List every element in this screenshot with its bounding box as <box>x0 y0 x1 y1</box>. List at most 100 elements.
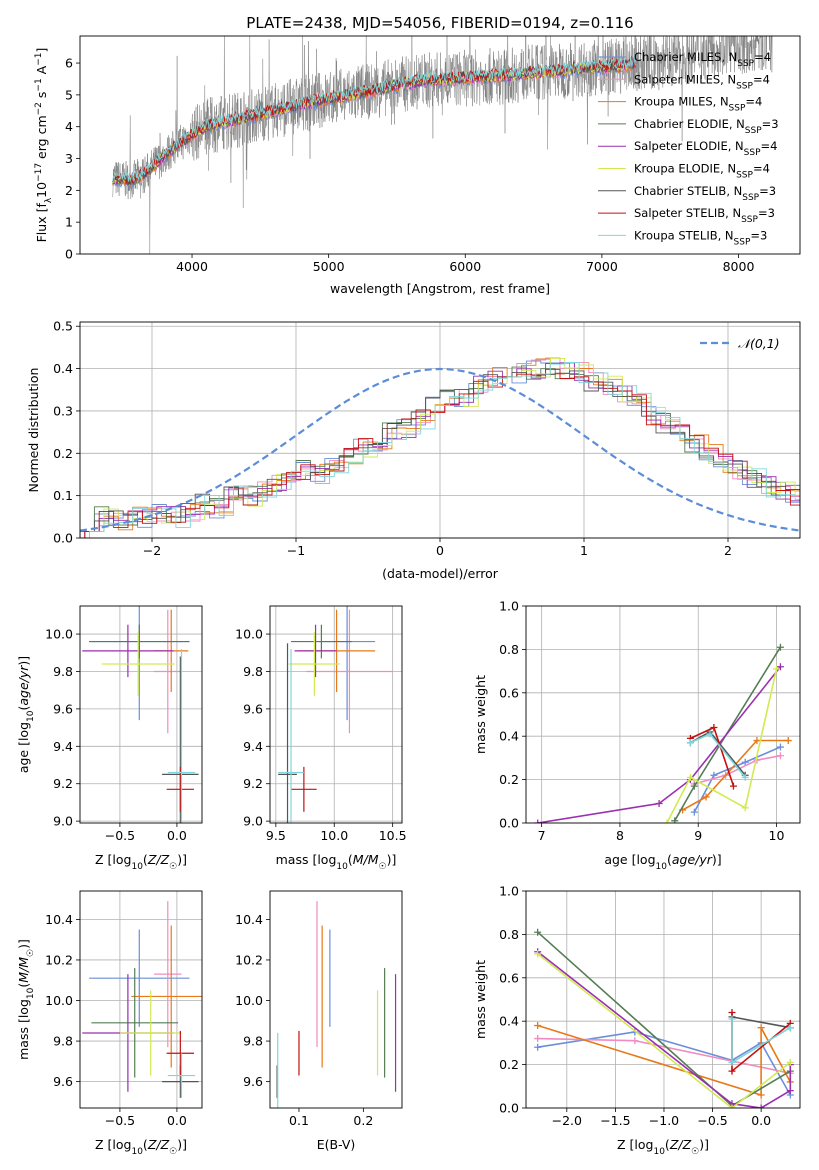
age_vs_Z-ylabel-part: age [log <box>16 722 31 773</box>
spectrum-xtick-label: 5000 <box>313 259 345 274</box>
mass_weight_vs_age-marker-chabrier_elodie <box>776 643 784 651</box>
mass_vs_Z-ylabel-part: )] <box>16 939 31 949</box>
mass_weight_vs_age-ytick-label: 0.4 <box>499 729 519 744</box>
age_vs_Z-frame <box>79 605 203 824</box>
legend-label-salpeter_miles-part: Salpeter MILES, N <box>634 72 736 86</box>
mass_weight_vs_age-marker-kroupa_miles <box>753 737 761 745</box>
residuals-ytick-label: 0.0 <box>53 531 73 546</box>
mass_weight_vs_Z-axes: −2.0 −1.5 −1.0 −0.5 0.0 0.0 0.2 0.4 0.6 0.8 1.0 Z [… <box>473 884 801 1157</box>
legend-label-salpeter_stelib: Salpeter STELIB, NSSP=3 <box>634 206 775 225</box>
spectrum-xtick-label: 6000 <box>449 259 481 274</box>
mass_weight_vs_Z-xtick-label: −1.0 <box>649 1113 679 1128</box>
mass_vs_Z-xlabel: Z [log10(Z/Z☉)] <box>95 1137 187 1157</box>
age_vs_Z-ytick-label: 9.2 <box>53 776 73 791</box>
age_vs_Z-ylabel-part: age/yr <box>16 665 31 706</box>
age_vs_mass-ytick-label: 10.0 <box>235 627 263 642</box>
mass_weight_vs_Z-marker-chabrier_elodie <box>534 928 542 936</box>
legend-label-salpeter_miles: Salpeter MILES, NSSP=4 <box>634 72 770 91</box>
mass_weight_vs_Z-line-kroupa_elodie <box>537 953 791 1108</box>
mass_vs_Z-frame <box>79 890 203 1109</box>
age_vs_mass-xlabel-part: M/M <box>353 852 379 867</box>
mass_weight_vs_age-marker-chabrier_elodie <box>690 782 698 790</box>
mass_weight_vs_Z-ytick-label: 0.2 <box>499 1057 519 1072</box>
spectrum-ylabel-part: ] <box>34 48 49 53</box>
spectrum-ytick-label: 1 <box>65 215 73 230</box>
mass_vs_Z-ytick-label: 9.6 <box>53 1074 73 1089</box>
mass_weight_vs_age-line-chabrier_miles <box>693 746 781 813</box>
residuals-frame <box>79 321 801 539</box>
mass_weight_vs_age-marker-kroupa_elodie <box>663 819 671 823</box>
age_vs_mass-ytick-label: 9.8 <box>243 664 263 679</box>
mass_vs_Z-xlabel-part: 10 <box>131 1147 143 1157</box>
spectrum-axes: 4000 5000 6000 7000 8000 0 1 2 3 4 5 6 Chabrier MILE… <box>34 35 801 296</box>
age_vs_mass-axes: 9.5 10.0 10.5 9.0 9.2 9.4 9.6 9.8 10.0 mass [log1… <box>235 605 407 872</box>
legend-label-salpeter_elodie-part: Salpeter ELODIE, N <box>634 139 744 153</box>
mass_weight_vs_age-marker-chabrier_miles <box>690 808 698 816</box>
residuals-ytick-label: 0.4 <box>53 361 73 376</box>
mass_weight_vs_Z-marker-kroupa_miles <box>757 1091 765 1099</box>
mass_vs_Z-xlabel-part: Z/Z <box>147 1137 170 1152</box>
mass_vs_Z-ytick-label: 10.4 <box>45 912 73 927</box>
age_vs_Z-xlabel: Z [log10(Z/Z☉)] <box>95 852 187 872</box>
age_vs_mass-frame <box>269 605 403 824</box>
mass_vs_Z-ylabel-part: ( <box>16 983 31 988</box>
mass_vs_Z-plot-area <box>80 891 202 1108</box>
age_vs_mass-xlabel-part: )] <box>387 852 397 867</box>
mass_weight_vs_Z-xlabel-part: )] <box>699 1137 709 1152</box>
spectrum-xtick-label: 4000 <box>176 259 208 274</box>
legend-label-kroupa_miles-part: SSP <box>729 104 746 114</box>
mass_weight_vs_age-ytick-label: 0.0 <box>499 816 519 831</box>
mass_weight_vs_Z-marker-salpeter_stelib <box>728 1009 736 1017</box>
mass_weight_vs_age-xtick-label: 10 <box>769 828 785 843</box>
age_vs_Z-ytick-label: 9.0 <box>53 814 73 829</box>
legend-label-chabrier_elodie-part: SSP <box>745 126 762 136</box>
mass_vs_ebv-xlabel: E(B-V) <box>317 1137 356 1152</box>
mass_weight_vs_Z-marker-kroupa_miles <box>757 1024 765 1032</box>
residuals-xlabel: (data-model)/error <box>382 566 499 581</box>
spectrum-xlabel: wavelength [Angstrom, rest frame] <box>330 281 550 296</box>
legend-label-salpeter_elodie-part: SSP <box>744 148 761 158</box>
legend-label-chabrier_elodie-part: =3 <box>762 117 779 131</box>
mass_weight_vs_age-ytick-label: 0.8 <box>499 642 519 657</box>
age_vs_Z-xlabel-part: ☉ <box>169 862 177 872</box>
mass_weight_vs_Z-marker-kroupa_elodie <box>728 1104 736 1108</box>
spectrum-ytick-label: 4 <box>65 119 73 134</box>
mass_vs_Z-xtick-label: 0.0 <box>167 1113 187 1128</box>
mass_weight_vs_age-ylabel: mass weight <box>473 675 488 754</box>
residuals-xtick-label: 2 <box>724 543 732 558</box>
legend-label-kroupa_elodie-part: SSP <box>736 171 753 181</box>
mass_weight_vs_age-marker-kroupa_elodie <box>773 665 781 673</box>
spectrum-ytick-label: 2 <box>65 183 73 198</box>
mass_weight_vs_Z-ytick-label: 0.8 <box>499 927 519 942</box>
age_vs_Z-xlabel-part: )] <box>177 852 187 867</box>
mass_weight_vs_age-marker-salpeter_stelib <box>729 782 737 790</box>
legend-label-kroupa_stelib: Kroupa STELIB, NSSP=3 <box>634 228 767 247</box>
mass_weight_vs_Z-ytick-label: 0.4 <box>499 1014 519 1029</box>
legend-label-kroupa_miles-part: =4 <box>745 95 762 109</box>
mass_vs_Z-ylabel-part: 10 <box>26 987 36 999</box>
spectrum-ylabel-part: 10 <box>34 182 49 198</box>
mass_vs_ebv-ytick-label: 9.6 <box>243 1074 263 1089</box>
mass_weight_vs_Z-xtick-label: 0.0 <box>751 1113 771 1128</box>
mass_vs_Z-ytick-label: 10.0 <box>45 993 73 1008</box>
mass_weight_vs_Z-marker-salpeter_elodie <box>757 1104 765 1108</box>
mass_weight_vs_Z-line-chabrier_stelib <box>731 1016 791 1029</box>
legend-label-chabrier_miles-part: Chabrier MILES, N <box>634 50 737 64</box>
age_vs_mass-xlabel-part: ☉ <box>379 862 387 872</box>
mass_weight_vs_Z-xtick-label: −1.5 <box>600 1113 630 1128</box>
mass_weight_vs_age-marker-chabrier_miles <box>741 758 749 766</box>
age_vs_Z-xlabel-part: Z [log <box>95 852 131 867</box>
age_vs_mass-xlabel: mass [log10(M/M☉)] <box>276 852 397 872</box>
residuals-axes: −2 −1 0 1 2 0.0 0.1 0.2 0.3 0.4 0.5 𝒩(0,1) (data-mod… <box>26 319 801 581</box>
legend-label-chabrier_stelib-part: Chabrier STELIB, N <box>634 184 742 198</box>
mass_weight_vs_age-marker-salpeter_miles <box>776 752 784 760</box>
mass_weight_vs_age-marker-kroupa_elodie <box>686 773 694 781</box>
legend-label-chabrier_miles: Chabrier MILES, NSSP=4 <box>634 50 771 69</box>
mass_weight_vs_Z-xlabel-part: ☉ <box>691 1147 699 1157</box>
mass_weight_vs_age-marker-kroupa_miles <box>702 793 710 801</box>
legend-label-salpeter_miles-part: SSP <box>736 81 753 91</box>
age_vs_mass-xlabel-part: 10 <box>336 862 348 872</box>
mass_vs_Z-xtick-label: −0.5 <box>105 1113 135 1128</box>
